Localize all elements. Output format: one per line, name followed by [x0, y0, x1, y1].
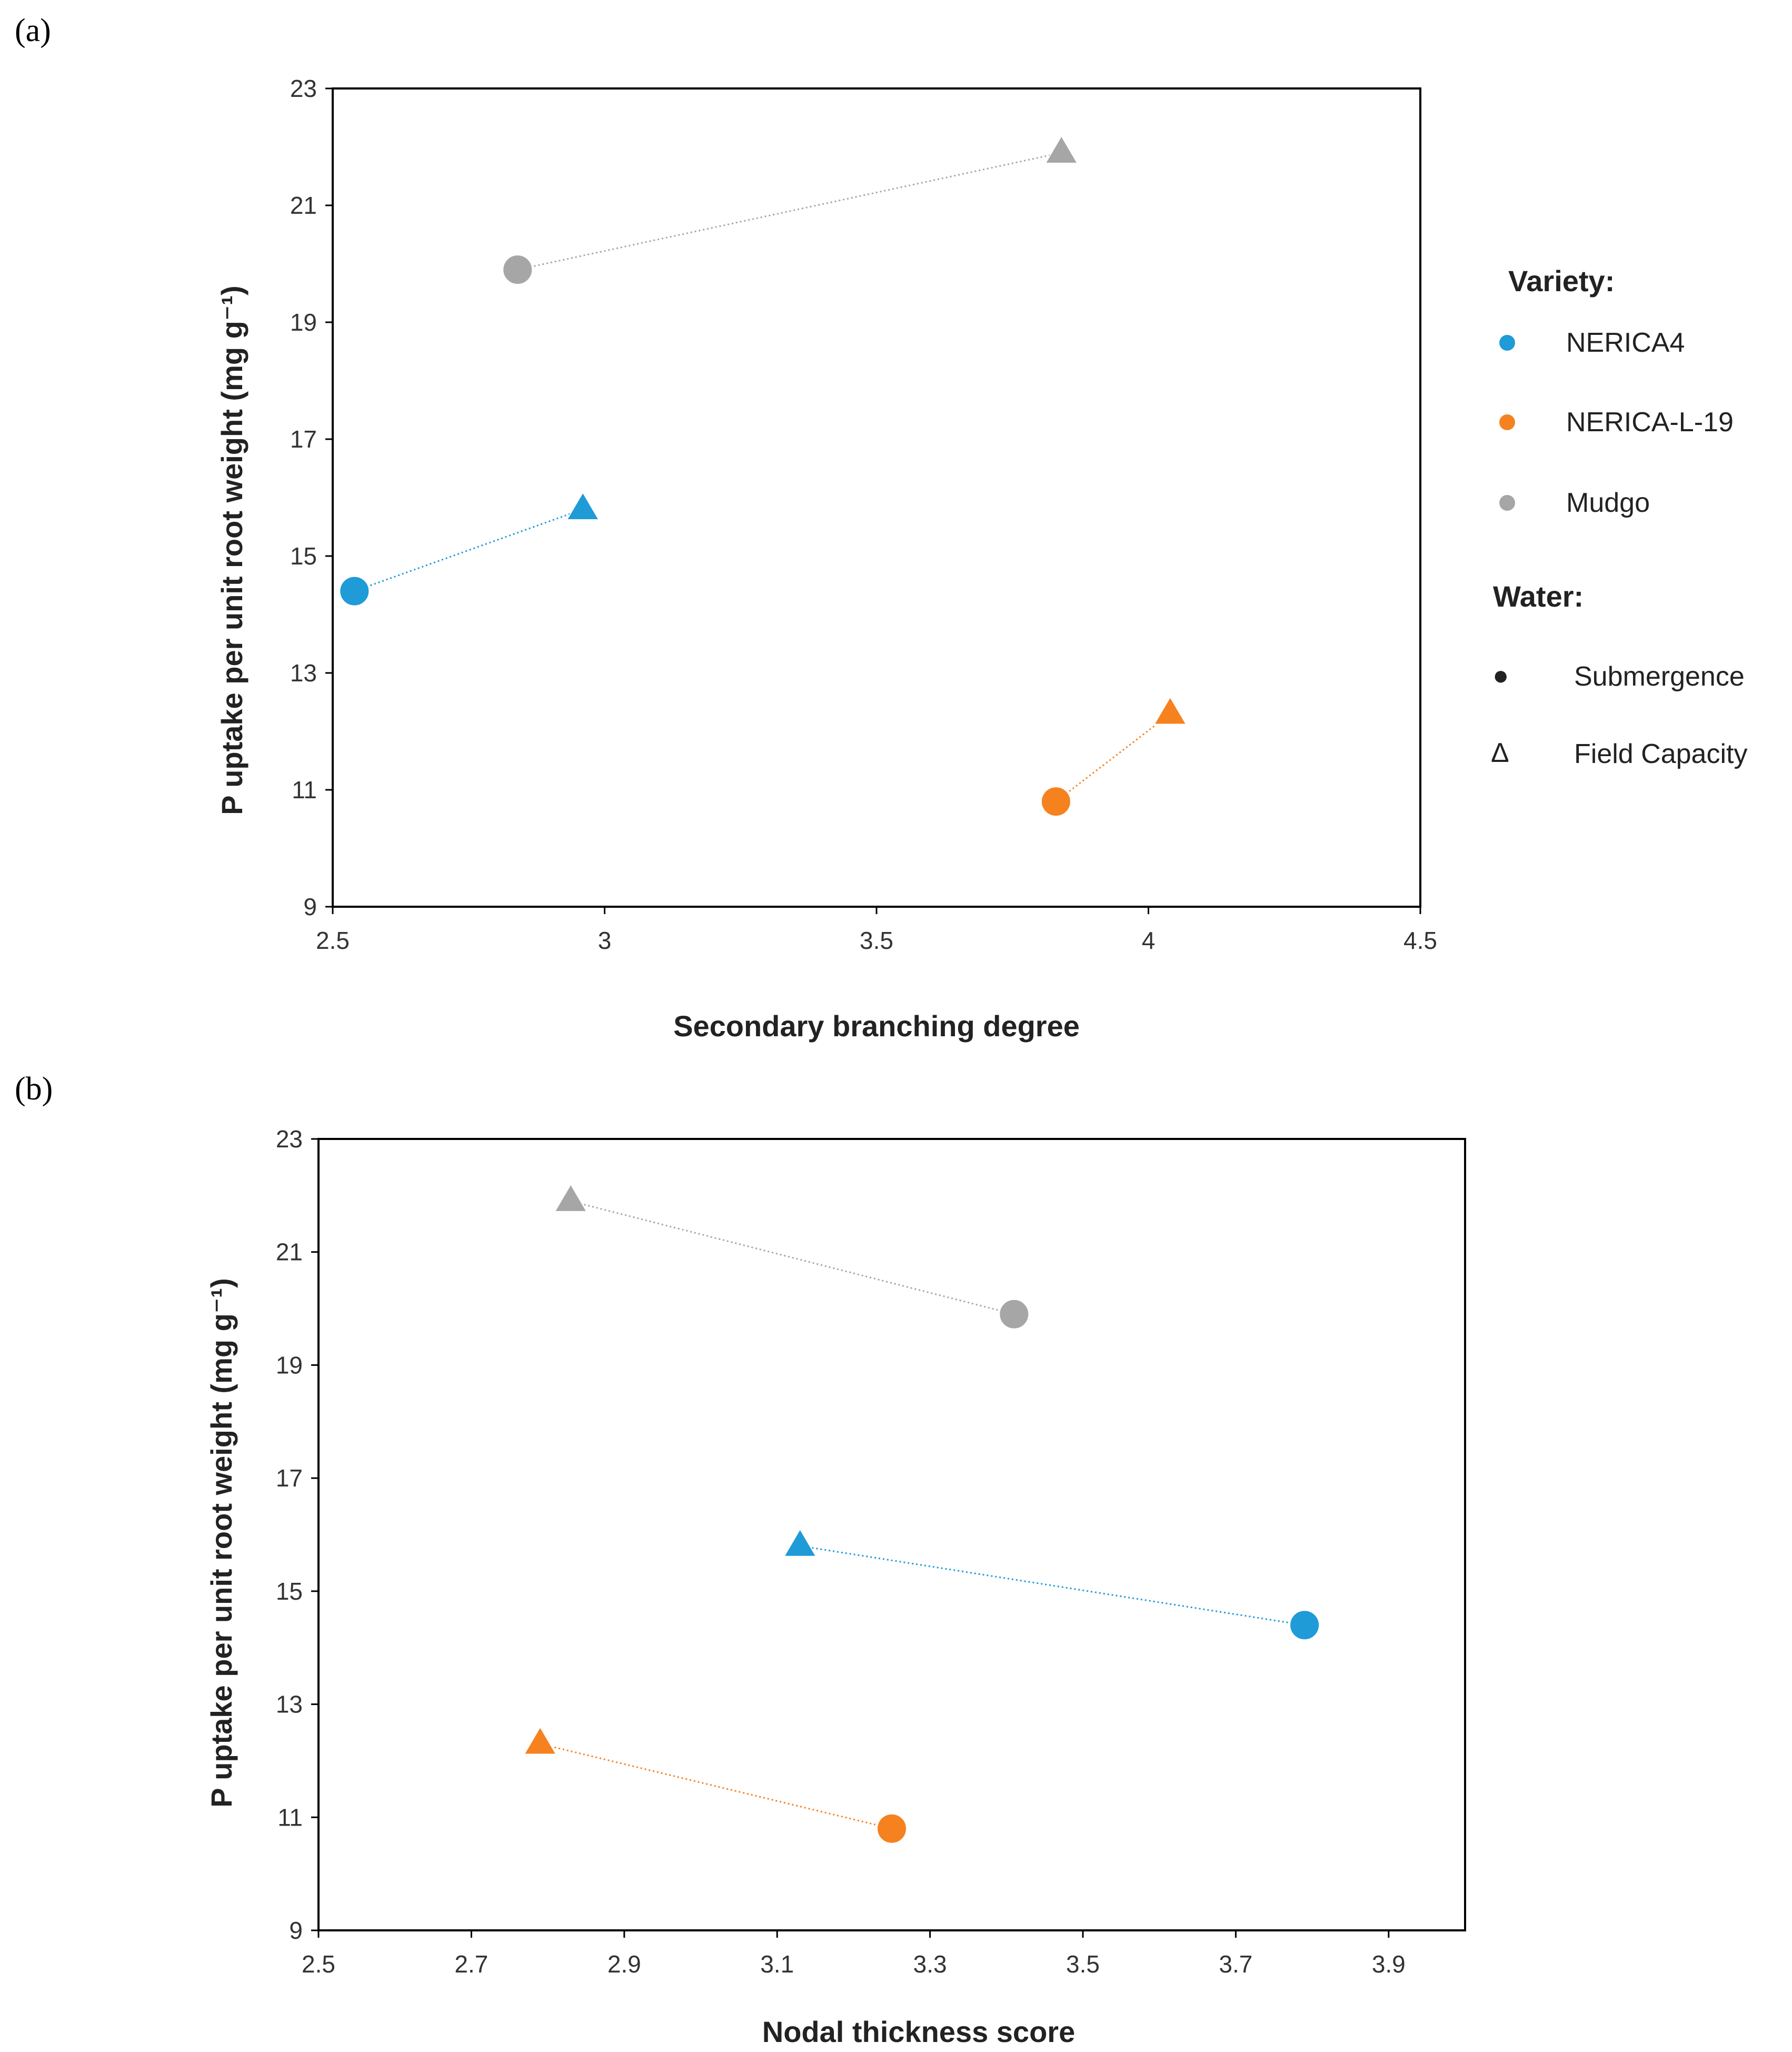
- x-tick-label: 2.5: [316, 927, 350, 954]
- y-tick-label: 19: [276, 1351, 303, 1379]
- y-tick-label: 23: [290, 75, 317, 102]
- plot-area-a: [332, 87, 1421, 908]
- y-axis-title-a: P uptake per unit root weight (mg g⁻¹): [215, 285, 248, 815]
- legend-marker-mudgo: [1499, 495, 1515, 511]
- data-points-a: [339, 135, 1187, 817]
- connector-lines-b: [540, 1200, 1305, 1830]
- legend-marker-nerica-l-19: [1499, 414, 1515, 430]
- x-tick-label: 4.5: [1403, 927, 1437, 954]
- legend-label-field-capacity: Field Capacity: [1574, 739, 1747, 769]
- connector-line-nerica4: [800, 1545, 1305, 1626]
- y-tick-label: 9: [289, 1917, 303, 1944]
- connector-line-nerica4: [354, 508, 583, 592]
- x-tick-label: 3.1: [760, 1950, 794, 1978]
- connector-lines-a: [354, 152, 1171, 802]
- point-nerica4-submergence: [339, 576, 370, 607]
- y-tick-label: 21: [276, 1238, 303, 1266]
- y-tick-label: 23: [276, 1125, 303, 1153]
- connector-line-mudgo: [517, 152, 1062, 271]
- panel-a-label: (a): [15, 13, 51, 48]
- y-axis-title-b: P uptake per unit root weight (mg g⁻¹): [205, 1278, 238, 1807]
- panel-a: (a) 2.5 3 3.5 4 4.5 9 11 13 15 17 19 21 23 Secondar…: [15, 13, 1437, 1043]
- point-mudgo-submergence: [999, 1298, 1030, 1330]
- x-tick-label: 3.9: [1372, 1950, 1406, 1978]
- legend-label-nerica-l-19: NERICA-L-19: [1566, 407, 1734, 438]
- x-tick-label: 3: [598, 927, 612, 954]
- plot-area-b: [317, 1138, 1466, 1931]
- legend-marker-nerica4: [1499, 335, 1515, 351]
- connector-line-nerica-l-19: [540, 1743, 892, 1830]
- x-tick-label: 3.5: [1066, 1950, 1100, 1978]
- y-tick-label: 11: [292, 776, 317, 804]
- legend-water-title: Water:: [1493, 580, 1584, 613]
- y-ticks-a: 9 11 13 15 17 19 21 23: [290, 75, 333, 920]
- x-axis-title-a: Secondary branching degree: [673, 1009, 1080, 1043]
- x-ticks-b: 2.5 2.7 2.9 3.1 3.3 3.5 3.7 3.9: [302, 1930, 1406, 1978]
- legend-symbol-field-capacity: Δ: [1491, 738, 1509, 768]
- legend-symbol-submergence: ●: [1492, 660, 1509, 691]
- point-nerica4-field-capacity: [783, 1528, 817, 1557]
- panel-b: (b) 2.5 2.7 2.9 3.1 3.3 3.5 3.7 3.9 9 11 13 15 17 19…: [15, 1071, 1466, 2048]
- legend-label-submergence: Submergence: [1574, 661, 1745, 692]
- x-tick-label: 2.5: [302, 1950, 335, 1978]
- point-nerica-l-19-submergence: [877, 1813, 907, 1844]
- y-ticks-b: 9 11 13 15 17 19 21 23: [276, 1125, 318, 1944]
- data-points-b: [523, 1183, 1320, 1844]
- x-axis-title-b: Nodal thickness score: [762, 2015, 1075, 2048]
- x-ticks-a: 2.5 3 3.5 4 4.5: [316, 907, 1437, 954]
- y-tick-label: 15: [290, 542, 317, 570]
- y-tick-label: 17: [290, 425, 317, 453]
- y-tick-label: 9: [303, 893, 317, 920]
- x-tick-label: 2.9: [608, 1950, 641, 1978]
- connector-line-mudgo: [570, 1200, 1014, 1315]
- x-tick-label: 4: [1142, 927, 1156, 954]
- y-tick-label: 13: [290, 659, 317, 687]
- legend-label-nerica4: NERICA4: [1566, 328, 1685, 358]
- point-nerica-l-19-field-capacity: [523, 1726, 557, 1755]
- point-mudgo-field-capacity: [554, 1183, 588, 1212]
- y-tick-label: 17: [276, 1464, 303, 1492]
- x-tick-label: 3.7: [1219, 1950, 1252, 1978]
- x-tick-label: 3.3: [913, 1950, 947, 1978]
- connector-line-nerica-l-19: [1055, 713, 1171, 802]
- legend-label-mudgo: Mudgo: [1566, 488, 1650, 518]
- point-mudgo-field-capacity: [1044, 135, 1079, 164]
- point-mudgo-submergence: [502, 254, 533, 285]
- point-nerica-l-19-submergence: [1040, 786, 1071, 817]
- point-nerica4-submergence: [1289, 1610, 1320, 1641]
- point-nerica4-field-capacity: [566, 491, 600, 521]
- x-tick-label: 3.5: [860, 927, 893, 954]
- y-tick-label: 19: [290, 309, 317, 336]
- y-tick-label: 13: [276, 1691, 303, 1718]
- panel-b-label: (b): [15, 1071, 53, 1107]
- legend-variety-title: Variety:: [1508, 264, 1615, 298]
- y-tick-label: 21: [290, 192, 317, 219]
- y-tick-label: 15: [276, 1578, 303, 1605]
- point-nerica-l-19-field-capacity: [1153, 696, 1187, 725]
- x-tick-label: 2.7: [454, 1950, 488, 1978]
- legend: Variety: NERICA4 NERICA-L-19 Mudgo Water…: [1491, 264, 1747, 769]
- y-tick-label: 11: [277, 1803, 303, 1831]
